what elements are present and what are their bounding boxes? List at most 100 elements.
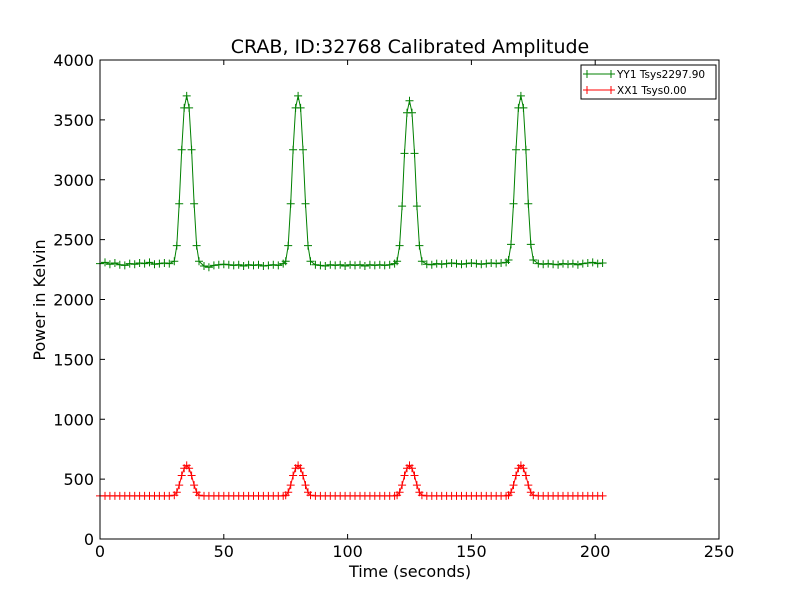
data-point [398,481,407,490]
data-point [187,471,196,480]
data-point [598,259,607,267]
data-point [115,260,124,269]
data-point [101,258,109,267]
data-point [512,471,520,480]
data-point [482,259,491,268]
data-point [346,260,355,269]
data-point [432,259,441,268]
data-point [294,91,303,100]
data-point [472,259,481,268]
data-point [200,262,208,270]
y-tick-label: 1500 [53,350,94,369]
data-point [593,259,602,268]
data-point [564,260,572,269]
x-tick-label: 0 [95,542,105,561]
data-point [195,491,203,500]
data-point [356,260,364,269]
data-point [412,202,421,211]
data-point [385,260,394,269]
legend: YY1 Tsys2297.90 XX1 Tsys0.00 [580,64,717,100]
legend-entry: XX1 Tsys0.00 [583,85,687,97]
data-point [264,261,273,270]
legend-marker [583,86,591,94]
data-point [408,108,416,117]
data-point [304,241,312,250]
data-point [306,491,315,500]
data-point [395,241,404,250]
data-point [182,91,191,100]
data-point [487,259,496,267]
data-point [326,260,335,269]
data-point [289,145,298,154]
legend-label: XX1 Tsys0.00 [617,85,687,97]
legend-marker [607,70,615,78]
x-tick-label: 100 [332,542,363,561]
data-point [412,481,421,490]
data-point [155,259,164,268]
data-point [135,259,144,267]
data-point [214,260,223,269]
data-point [145,258,154,267]
data-point [400,471,409,480]
legend-marker [607,86,615,94]
data-point [467,259,476,267]
data-point [286,481,295,490]
data-point [504,256,513,264]
data-point [296,464,305,473]
data-point [120,261,129,270]
y-tick-label: 2500 [53,231,94,250]
data-point [172,241,181,250]
data-point [175,481,184,490]
data-point [395,488,404,497]
data-point [130,260,139,269]
data-point [512,145,520,154]
data-point [177,471,186,480]
data-point [306,257,315,266]
data-point [375,260,384,269]
axes: 0 50 100 150 200 2500500100015002000250030003… [53,51,734,561]
data-point [172,488,181,497]
data-point [239,262,248,270]
y-tick-label: 3000 [53,171,94,190]
data-point [331,261,340,270]
data-point [519,103,528,112]
data-point [321,262,330,270]
legend-marker [583,70,591,78]
data-point [299,145,307,154]
data-point [578,259,587,268]
data-point [316,261,325,270]
data-point [286,199,295,208]
data-point [187,145,196,154]
data-point [524,481,533,490]
y-tick-label: 500 [63,470,94,489]
data-point [507,488,515,497]
data-point [559,259,567,268]
data-point [408,464,416,473]
data-point [259,262,268,270]
data-point [422,260,431,269]
data-point [544,259,553,268]
data-point [209,261,218,270]
data-point [301,199,310,208]
data-point [405,96,414,105]
y-tick-label: 4000 [53,51,94,70]
x-tick-label: 50 [214,542,234,561]
data-point [190,199,199,208]
plot-area [96,91,607,500]
y-tick-label: 2000 [53,291,94,310]
data-point [442,259,451,268]
data-point [284,241,293,250]
data-point [370,261,379,270]
data-point [185,464,194,473]
legend-box [580,64,717,100]
data-point [521,471,530,480]
data-point [281,257,290,266]
data-point [534,259,543,268]
data-point [417,257,426,266]
x-tick-label: 250 [704,542,735,561]
data-point [160,259,169,267]
data-point [249,261,258,270]
data-point [427,260,436,269]
data-point [254,260,263,269]
